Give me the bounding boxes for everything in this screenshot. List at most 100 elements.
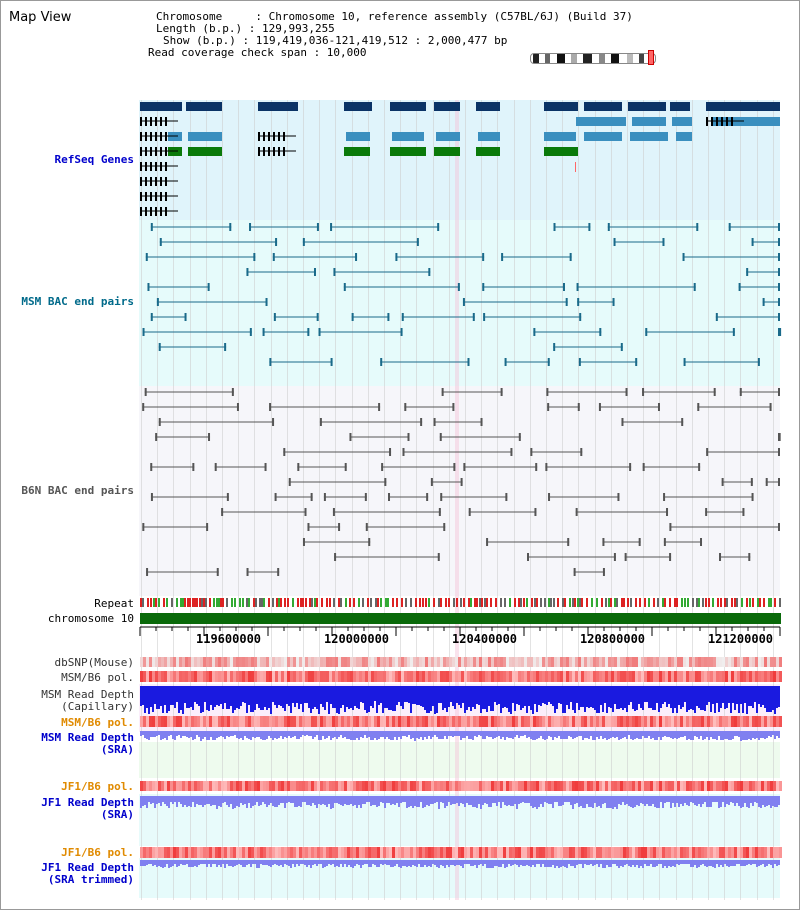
- heat-cell: [581, 671, 584, 682]
- gene-exon: [150, 177, 152, 186]
- depth-bar: [368, 796, 370, 802]
- heat-cell: [161, 671, 164, 682]
- ideogram-position-marker[interactable]: [648, 50, 654, 65]
- depth-bar: [426, 860, 428, 867]
- depth-bar: [372, 686, 374, 708]
- repeat-mark: [759, 598, 761, 607]
- heat-cell: [437, 657, 440, 667]
- grid-line: [578, 100, 579, 900]
- heat-cell: [410, 716, 413, 727]
- depth-bar: [710, 860, 712, 866]
- repeat-mark: [349, 598, 351, 607]
- depth-bar: [148, 731, 150, 740]
- heat-cell: [266, 781, 269, 791]
- heat-cell: [491, 716, 494, 727]
- depth-bar: [440, 686, 442, 703]
- heat-cell: [485, 716, 488, 727]
- depth-bar: [614, 686, 616, 704]
- heat-cell: [704, 671, 707, 682]
- depth-bar: [278, 731, 280, 738]
- heat-cell: [557, 716, 560, 727]
- heat-cell: [773, 847, 776, 858]
- bac-end: [313, 268, 316, 276]
- depth-bar: [494, 686, 496, 702]
- depth-bar: [198, 796, 200, 805]
- heat-cell: [206, 781, 209, 791]
- depth-bar: [638, 860, 640, 868]
- heat-cell: [611, 847, 614, 858]
- msm-sra-depth-bg: [139, 742, 780, 778]
- repeat-mark: [456, 598, 458, 607]
- depth-bar: [526, 731, 528, 738]
- repeat-mark: [669, 598, 671, 607]
- heat-cell: [296, 781, 299, 791]
- depth-bar: [484, 860, 486, 864]
- depth-bar: [604, 796, 606, 803]
- heat-cell: [197, 671, 200, 682]
- heat-cell: [524, 671, 527, 682]
- heat-cell: [569, 781, 572, 791]
- heat-cell: [587, 657, 590, 667]
- heat-cell: [494, 781, 497, 791]
- depth-bar: [360, 731, 362, 737]
- depth-bar: [288, 860, 290, 866]
- depth-bar: [390, 796, 392, 805]
- chromosome-ideogram[interactable]: [530, 53, 656, 64]
- heat-cell: [593, 847, 596, 858]
- heat-cell: [500, 847, 503, 858]
- repeat-mark: [474, 598, 476, 607]
- depth-bar: [584, 796, 586, 808]
- grid-line: [627, 100, 628, 900]
- depth-bar: [656, 860, 658, 866]
- depth-bar: [476, 860, 478, 868]
- heat-cell: [140, 781, 143, 791]
- heat-cell: [473, 847, 476, 858]
- heat-cell: [392, 671, 395, 682]
- depth-bar: [324, 686, 326, 710]
- depth-bar: [348, 731, 350, 739]
- bac-end: [468, 508, 471, 516]
- heat-cell: [500, 657, 503, 667]
- depth-bar: [170, 860, 172, 867]
- depth-bar: [500, 686, 502, 713]
- heat-cell: [407, 781, 410, 791]
- repeat-mark: [692, 598, 694, 607]
- heat-cell: [509, 657, 512, 667]
- depth-bar: [252, 860, 254, 864]
- heat-cell: [677, 657, 680, 667]
- depth-bar: [366, 796, 368, 802]
- depth-bar: [552, 686, 554, 706]
- depth-bar: [580, 731, 582, 736]
- heat-cell: [182, 781, 185, 791]
- heat-cell: [629, 671, 632, 682]
- gene-block: [188, 147, 222, 156]
- heat-cell: [632, 671, 635, 682]
- depth-bar: [306, 860, 308, 867]
- heat-cell: [653, 671, 656, 682]
- heat-cell: [449, 716, 452, 727]
- depth-bar: [728, 686, 730, 703]
- depth-bar: [154, 860, 156, 865]
- depth-bar: [578, 686, 580, 710]
- depth-bar: [516, 686, 518, 704]
- heat-cell: [374, 847, 377, 858]
- depth-bar: [168, 686, 170, 711]
- depth-bar: [424, 796, 426, 807]
- heat-cell: [548, 781, 551, 791]
- depth-bar: [662, 796, 664, 808]
- depth-bar: [770, 796, 772, 808]
- depth-bar: [608, 860, 610, 867]
- heat-cell: [152, 847, 155, 858]
- depth-bar: [632, 796, 634, 808]
- depth-bar: [508, 686, 510, 712]
- heat-cell: [656, 671, 659, 682]
- depth-bar: [506, 860, 508, 867]
- bac-end: [380, 358, 383, 366]
- gene-exon: [165, 192, 167, 201]
- gene-block: [476, 102, 500, 111]
- gene-exon: [160, 117, 162, 126]
- heat-cell: [656, 657, 659, 667]
- gene-exon: [150, 117, 152, 126]
- repeat-mark: [314, 598, 316, 607]
